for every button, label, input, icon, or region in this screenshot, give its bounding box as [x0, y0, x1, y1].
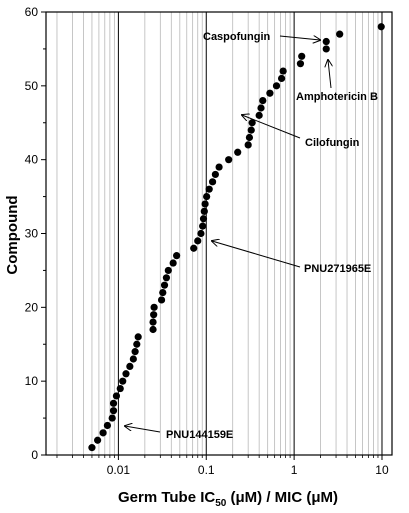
- annotation-arrow: [212, 241, 301, 268]
- data-point: [225, 156, 233, 164]
- annotation-label: Amphotericin B: [296, 91, 378, 103]
- annotation-arrow: [328, 60, 331, 89]
- x-axis-title-rest: (μM) / MIC (μM): [226, 489, 338, 506]
- data-point: [322, 37, 330, 46]
- data-point: [244, 141, 252, 149]
- annotations: Caspofungin Amphotericin B Cilofungin PNU27…: [125, 31, 378, 441]
- x-tick-label: 1: [291, 463, 298, 477]
- annotation-arrow: [242, 115, 301, 139]
- data-point: [119, 377, 127, 385]
- data-point: [199, 215, 208, 223]
- data-point: [266, 89, 274, 97]
- data-point: [203, 192, 211, 201]
- data-point: [211, 170, 219, 179]
- data-point: [149, 318, 157, 326]
- data-point: [129, 355, 137, 363]
- annotation-label: Cilofungin: [305, 137, 360, 149]
- y-tick-label: 40: [25, 153, 39, 167]
- annotation-arrow: [279, 36, 320, 40]
- y-tick-label: 60: [25, 5, 39, 19]
- data-point: [122, 370, 130, 378]
- annotation-label: PNU144159E: [166, 429, 233, 441]
- x-axis-title-main: Germ Tube IC: [118, 489, 215, 506]
- data-point: [131, 348, 139, 356]
- data-point: [173, 252, 181, 260]
- data-point: [116, 384, 124, 393]
- data-point: [112, 392, 121, 400]
- data-point: [94, 436, 102, 444]
- y-tick-label: 10: [25, 374, 39, 388]
- data-point: [247, 126, 255, 134]
- data-point: [160, 281, 169, 289]
- data-point: [215, 163, 223, 171]
- y-tick-label: 30: [25, 227, 39, 241]
- y-tick-label: 50: [25, 79, 39, 93]
- grid-layer: [56, 12, 383, 455]
- data-point: [201, 200, 209, 208]
- data-point: [190, 244, 198, 252]
- x-tick-label: 0.01: [107, 463, 131, 477]
- data-point: [248, 119, 256, 127]
- data-point: [194, 237, 202, 245]
- plot-frame: [45, 11, 393, 456]
- axis-labels: Compound Germ Tube IC50 (μM) / MIC (μM): [4, 195, 338, 509]
- x-axis-title-subscript: 50: [215, 498, 227, 509]
- data-point: [169, 259, 177, 267]
- data-point: [149, 325, 157, 334]
- annotation-label: PNU271965E: [304, 263, 371, 275]
- data-point: [150, 303, 158, 311]
- data-point: [296, 60, 305, 68]
- annotation-label: Caspofungin: [203, 31, 270, 43]
- data-point: [88, 444, 96, 452]
- y-axis-title: Compound: [4, 195, 21, 274]
- data-point: [157, 296, 166, 304]
- data-point: [197, 229, 205, 238]
- data-point: [255, 111, 263, 119]
- y-tick-label: 0: [31, 448, 38, 462]
- y-tick-label: 20: [25, 300, 39, 314]
- data-point: [159, 288, 167, 297]
- data-point: [279, 67, 287, 75]
- data-point: [272, 82, 281, 90]
- x-tick-label: 0.1: [198, 463, 215, 477]
- data-point: [208, 178, 217, 186]
- data-points: [88, 23, 385, 452]
- annotation-arrow: [125, 426, 161, 433]
- data-point: [133, 340, 141, 348]
- data-point: [336, 30, 344, 38]
- axes-layer: 0 10 20 30 40 50 60 0.01 0.1 1 10: [25, 5, 393, 477]
- data-point: [322, 45, 330, 53]
- data-point: [99, 429, 107, 437]
- data-point: [277, 74, 286, 83]
- data-point: [199, 222, 207, 230]
- x-axis-title: Germ Tube IC50 (μM) / MIC (μM): [118, 489, 338, 509]
- data-point: [109, 399, 118, 407]
- data-point: [298, 52, 306, 60]
- data-point: [245, 133, 254, 142]
- x-tick-label: 10: [375, 463, 389, 477]
- data-point: [234, 148, 242, 156]
- data-point: [200, 207, 208, 215]
- data-point: [109, 407, 118, 415]
- data-point: [257, 104, 265, 112]
- data-point: [377, 23, 385, 31]
- data-point: [259, 97, 267, 105]
- data-point: [162, 274, 171, 282]
- data-point: [134, 333, 142, 341]
- data-point: [205, 185, 213, 193]
- data-point: [164, 266, 172, 275]
- data-point: [150, 311, 158, 319]
- data-point: [103, 421, 112, 430]
- data-point: [108, 414, 116, 422]
- data-point: [126, 362, 134, 370]
